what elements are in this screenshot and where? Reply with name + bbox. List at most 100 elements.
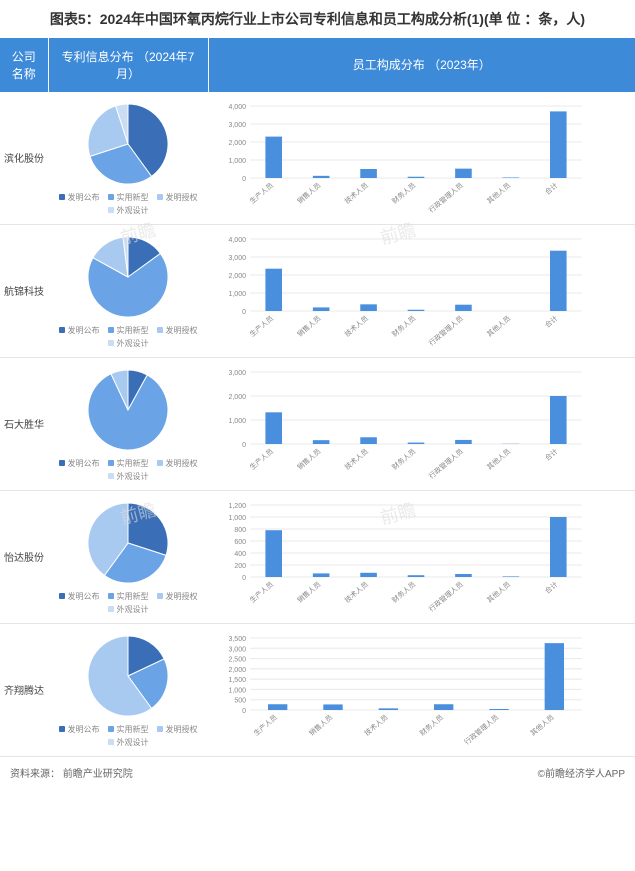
svg-text:其他人员: 其他人员 bbox=[485, 446, 512, 471]
svg-text:销售人员: 销售人员 bbox=[307, 712, 334, 737]
bar bbox=[503, 177, 520, 178]
header-company: 公司名称 bbox=[0, 38, 48, 92]
header-employee: 员工构成分布 （2023年） bbox=[208, 38, 635, 92]
svg-text:其他人员: 其他人员 bbox=[485, 180, 512, 205]
bar bbox=[455, 574, 472, 577]
svg-text:技术人员: 技术人员 bbox=[343, 579, 370, 604]
footer-left-label: 资料来源： bbox=[10, 769, 60, 780]
svg-text:销售人员: 销售人员 bbox=[295, 313, 322, 338]
svg-text:生产人员: 生产人员 bbox=[248, 313, 275, 338]
data-table: 公司名称 专利信息分布 （2024年7月） 员工构成分布 （2023年） 滨化股… bbox=[0, 38, 635, 757]
table-row: 怡达股份发明公布实用新型发明授权外观设计02004006008001,0001,… bbox=[0, 490, 635, 623]
pie-chart bbox=[84, 233, 172, 321]
table-row: 滨化股份发明公布实用新型发明授权外观设计01,0002,0003,0004,00… bbox=[0, 92, 635, 225]
svg-text:500: 500 bbox=[234, 697, 246, 704]
bar-cell: 02004006008001,0001,200生产人员销售人员技术人员财务人员行… bbox=[208, 490, 635, 623]
svg-text:合计: 合计 bbox=[543, 446, 560, 462]
legend-item: 发明授权 bbox=[157, 458, 198, 469]
bar bbox=[313, 307, 330, 311]
svg-text:合计: 合计 bbox=[543, 180, 560, 196]
legend-item: 发明授权 bbox=[157, 325, 198, 336]
bar bbox=[313, 440, 330, 444]
legend-item: 发明公布 bbox=[59, 724, 100, 735]
pie-legend: 发明公布实用新型发明授权外观设计 bbox=[52, 591, 204, 615]
company-name-cell: 怡达股份 bbox=[0, 490, 48, 623]
svg-text:行政管理人员: 行政管理人员 bbox=[427, 579, 465, 613]
pie-chart bbox=[84, 366, 172, 454]
legend-item: 外观设计 bbox=[108, 338, 149, 349]
legend-item: 发明公布 bbox=[59, 192, 100, 203]
bar bbox=[323, 704, 342, 710]
bar bbox=[408, 575, 425, 577]
company-name-cell: 齐翔腾达 bbox=[0, 623, 48, 756]
svg-text:2,000: 2,000 bbox=[228, 140, 246, 147]
svg-text:2,000: 2,000 bbox=[228, 394, 246, 401]
legend-item: 外观设计 bbox=[108, 471, 149, 482]
bar bbox=[489, 709, 508, 710]
table-row: 石大胜华发明公布实用新型发明授权外观设计01,0002,0003,000生产人员… bbox=[0, 357, 635, 490]
legend-item: 实用新型 bbox=[108, 325, 149, 336]
svg-text:合计: 合计 bbox=[543, 313, 560, 329]
svg-text:0: 0 bbox=[242, 708, 246, 715]
bar bbox=[550, 517, 567, 577]
svg-text:行政管理人员: 行政管理人员 bbox=[427, 446, 465, 480]
bar-chart: 01,0002,0003,000生产人员销售人员技术人员财务人员行政管理人员其他… bbox=[212, 364, 592, 484]
pie-legend: 发明公布实用新型发明授权外观设计 bbox=[52, 724, 204, 748]
bar bbox=[313, 175, 330, 177]
footer-right: ©前瞻经济学人APP bbox=[538, 765, 625, 780]
bar-chart: 02004006008001,0001,200生产人员销售人员技术人员财务人员行… bbox=[212, 497, 592, 617]
bar bbox=[360, 304, 377, 311]
legend-item: 发明授权 bbox=[157, 192, 198, 203]
bar bbox=[550, 250, 567, 310]
bar-cell: 01,0002,0003,0004,000生产人员销售人员技术人员财务人员行政管… bbox=[208, 92, 635, 225]
svg-text:合计: 合计 bbox=[543, 579, 560, 595]
legend-item: 外观设计 bbox=[108, 604, 149, 615]
svg-text:1,000: 1,000 bbox=[228, 418, 246, 425]
legend-item: 实用新型 bbox=[108, 591, 149, 602]
company-name-cell: 滨化股份 bbox=[0, 92, 48, 225]
pie-chart bbox=[84, 632, 172, 720]
bar bbox=[360, 437, 377, 444]
pie-cell: 发明公布实用新型发明授权外观设计 bbox=[48, 92, 208, 225]
footer-left-source: 前瞻产业研究院 bbox=[63, 769, 133, 780]
legend-item: 发明公布 bbox=[59, 458, 100, 469]
bar bbox=[408, 176, 425, 177]
pie-chart bbox=[84, 499, 172, 587]
svg-text:600: 600 bbox=[234, 539, 246, 546]
table-header-row: 公司名称 专利信息分布 （2024年7月） 员工构成分布 （2023年） bbox=[0, 38, 635, 92]
legend-item: 发明公布 bbox=[59, 325, 100, 336]
svg-text:财务人员: 财务人员 bbox=[390, 313, 417, 338]
bar bbox=[313, 573, 330, 577]
svg-text:1,000: 1,000 bbox=[228, 158, 246, 165]
svg-text:2,000: 2,000 bbox=[228, 273, 246, 280]
svg-text:销售人员: 销售人员 bbox=[295, 446, 322, 471]
bar bbox=[379, 708, 398, 710]
svg-text:技术人员: 技术人员 bbox=[343, 313, 370, 338]
svg-text:4,000: 4,000 bbox=[228, 237, 246, 244]
svg-text:财务人员: 财务人员 bbox=[390, 446, 417, 471]
bar bbox=[550, 111, 567, 178]
bar bbox=[265, 530, 282, 577]
bar bbox=[455, 440, 472, 444]
svg-text:生产人员: 生产人员 bbox=[248, 579, 275, 604]
legend-item: 发明公布 bbox=[59, 591, 100, 602]
svg-text:生产人员: 生产人员 bbox=[248, 446, 275, 471]
svg-text:0: 0 bbox=[242, 442, 246, 449]
svg-text:400: 400 bbox=[234, 551, 246, 558]
svg-text:行政管理人员: 行政管理人员 bbox=[427, 313, 465, 347]
bar bbox=[545, 643, 564, 710]
svg-text:行政管理人员: 行政管理人员 bbox=[427, 180, 465, 214]
svg-text:其他人员: 其他人员 bbox=[485, 313, 512, 338]
svg-text:1,500: 1,500 bbox=[228, 677, 246, 684]
svg-text:3,000: 3,000 bbox=[228, 370, 246, 377]
bar bbox=[268, 704, 287, 710]
pie-cell: 发明公布实用新型发明授权外观设计 bbox=[48, 357, 208, 490]
bar bbox=[434, 704, 453, 710]
svg-text:1,000: 1,000 bbox=[228, 291, 246, 298]
svg-text:0: 0 bbox=[242, 309, 246, 316]
bar bbox=[550, 396, 567, 444]
pie-legend: 发明公布实用新型发明授权外观设计 bbox=[52, 192, 204, 216]
svg-text:1,000: 1,000 bbox=[228, 687, 246, 694]
chart-title: 图表5：2024年中国环氧丙烷行业上市公司专利信息和员工构成分析(1)(单 位 … bbox=[0, 0, 635, 38]
bar-chart: 01,0002,0003,0004,000生产人员销售人员技术人员财务人员行政管… bbox=[212, 98, 592, 218]
